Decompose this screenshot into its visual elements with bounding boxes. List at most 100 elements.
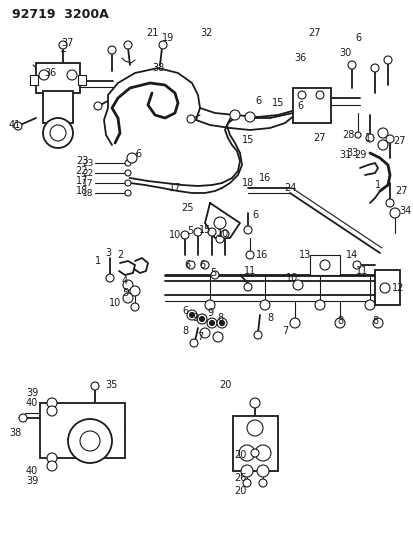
Text: 16: 16 bbox=[258, 173, 271, 183]
Circle shape bbox=[389, 208, 399, 218]
Bar bbox=[374, 270, 399, 305]
Text: 23: 23 bbox=[76, 156, 88, 166]
Circle shape bbox=[50, 125, 66, 141]
Circle shape bbox=[80, 431, 100, 451]
Text: 39: 39 bbox=[26, 388, 38, 398]
Circle shape bbox=[125, 180, 131, 186]
Circle shape bbox=[240, 465, 252, 477]
Circle shape bbox=[43, 118, 73, 148]
Circle shape bbox=[244, 112, 254, 122]
Circle shape bbox=[365, 134, 373, 142]
Text: 41: 41 bbox=[9, 120, 21, 130]
Circle shape bbox=[187, 310, 197, 320]
Text: 7: 7 bbox=[281, 326, 287, 336]
Circle shape bbox=[204, 300, 214, 310]
Circle shape bbox=[383, 56, 391, 64]
Circle shape bbox=[67, 70, 77, 80]
Circle shape bbox=[259, 300, 269, 310]
Text: 5: 5 bbox=[121, 288, 128, 298]
Text: 14: 14 bbox=[345, 250, 357, 260]
Text: 4: 4 bbox=[122, 276, 128, 286]
Circle shape bbox=[249, 398, 259, 408]
Text: 25: 25 bbox=[181, 203, 194, 213]
Text: 6: 6 bbox=[135, 149, 141, 159]
Circle shape bbox=[347, 61, 355, 69]
Circle shape bbox=[289, 318, 299, 328]
Circle shape bbox=[14, 122, 22, 130]
Circle shape bbox=[242, 479, 250, 487]
Circle shape bbox=[385, 135, 393, 143]
Circle shape bbox=[243, 226, 252, 234]
Text: 2: 2 bbox=[116, 250, 123, 260]
Circle shape bbox=[199, 317, 204, 321]
Circle shape bbox=[59, 41, 67, 49]
Text: 13: 13 bbox=[298, 250, 311, 260]
Circle shape bbox=[230, 110, 240, 120]
Text: 27: 27 bbox=[308, 28, 320, 38]
Circle shape bbox=[125, 160, 131, 166]
Circle shape bbox=[377, 140, 387, 150]
Circle shape bbox=[334, 318, 344, 328]
Circle shape bbox=[189, 312, 194, 318]
Circle shape bbox=[297, 91, 305, 99]
Bar bbox=[309, 255, 339, 275]
Text: 16: 16 bbox=[255, 250, 268, 260]
Text: 5: 5 bbox=[186, 226, 192, 236]
Circle shape bbox=[214, 217, 225, 229]
Circle shape bbox=[123, 293, 133, 303]
Text: 21: 21 bbox=[145, 28, 158, 38]
Circle shape bbox=[91, 382, 99, 390]
Text: 8: 8 bbox=[371, 316, 377, 326]
Circle shape bbox=[292, 280, 302, 290]
Circle shape bbox=[243, 283, 252, 291]
Circle shape bbox=[187, 115, 195, 123]
Text: 40: 40 bbox=[26, 398, 38, 408]
Circle shape bbox=[47, 461, 57, 471]
Text: 15: 15 bbox=[271, 98, 283, 108]
Circle shape bbox=[319, 260, 329, 270]
Text: 7: 7 bbox=[197, 332, 203, 342]
Circle shape bbox=[254, 445, 271, 461]
Text: 11: 11 bbox=[355, 266, 367, 276]
Circle shape bbox=[314, 300, 324, 310]
Bar bbox=[36, 63, 80, 93]
Text: 20: 20 bbox=[233, 486, 246, 496]
Bar bbox=[78, 75, 86, 85]
Circle shape bbox=[47, 453, 57, 463]
Text: 24: 24 bbox=[283, 183, 295, 193]
Text: 6: 6 bbox=[354, 33, 360, 43]
Text: 3: 3 bbox=[104, 248, 111, 258]
Text: 6: 6 bbox=[252, 210, 257, 220]
Circle shape bbox=[130, 286, 140, 296]
Circle shape bbox=[201, 261, 209, 269]
Circle shape bbox=[68, 419, 112, 463]
Text: 22: 22 bbox=[82, 168, 93, 177]
Text: 27: 27 bbox=[393, 136, 405, 146]
Circle shape bbox=[364, 300, 374, 310]
Bar bbox=[30, 75, 38, 85]
Circle shape bbox=[211, 271, 218, 279]
Text: 22: 22 bbox=[76, 166, 88, 176]
Text: 1: 1 bbox=[374, 180, 380, 190]
Text: 33: 33 bbox=[345, 148, 357, 158]
Text: 29: 29 bbox=[353, 150, 366, 160]
Circle shape bbox=[259, 479, 266, 487]
Text: 10: 10 bbox=[109, 298, 121, 308]
Circle shape bbox=[207, 228, 216, 236]
Text: 34: 34 bbox=[398, 206, 410, 216]
Text: 6: 6 bbox=[254, 96, 261, 106]
Circle shape bbox=[206, 318, 216, 328]
Circle shape bbox=[94, 102, 102, 110]
Text: 20: 20 bbox=[218, 380, 230, 390]
Text: 23: 23 bbox=[82, 158, 93, 167]
Text: 28: 28 bbox=[341, 130, 354, 140]
Text: 30: 30 bbox=[338, 48, 350, 58]
Circle shape bbox=[180, 231, 189, 239]
Text: 6: 6 bbox=[183, 260, 190, 270]
Text: 92719  3200A: 92719 3200A bbox=[12, 8, 109, 21]
Text: 10: 10 bbox=[216, 229, 228, 239]
Text: 8: 8 bbox=[266, 313, 273, 323]
Circle shape bbox=[190, 339, 197, 347]
Text: 31: 31 bbox=[338, 150, 350, 160]
Text: 36: 36 bbox=[293, 53, 305, 63]
